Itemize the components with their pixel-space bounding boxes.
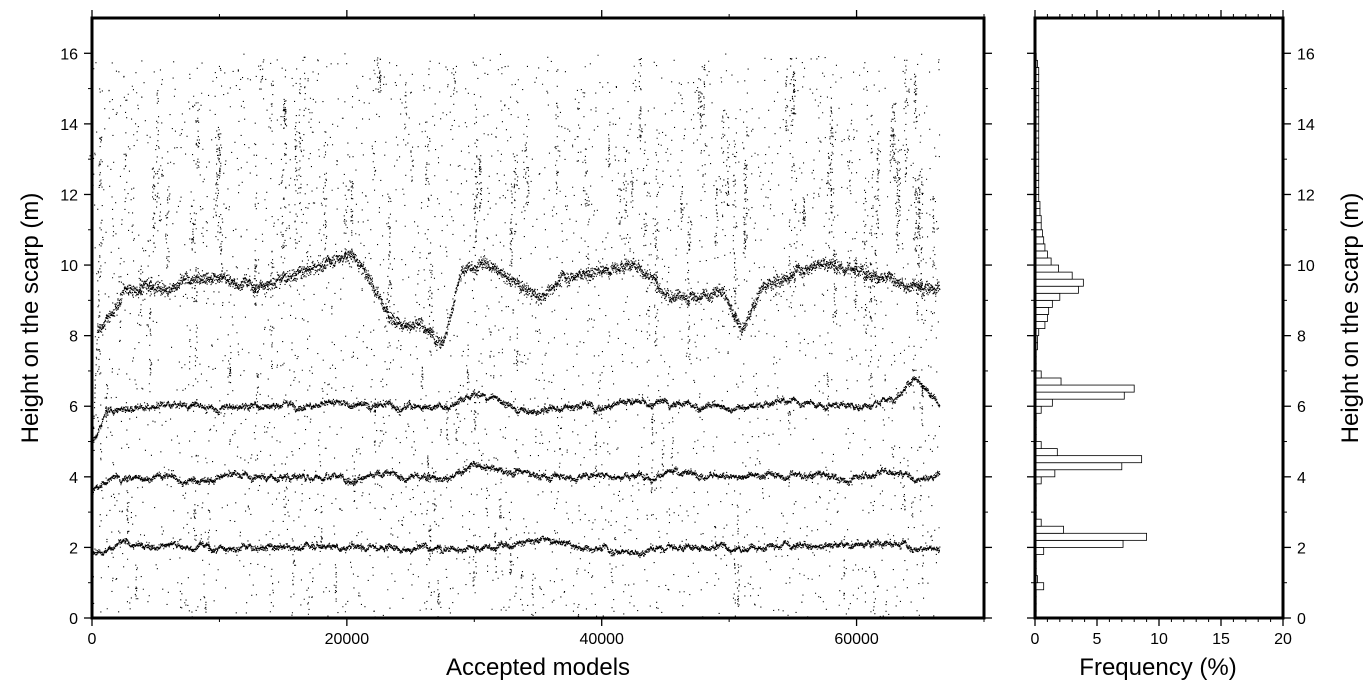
scatter-points <box>89 53 941 620</box>
hist-y-tick-label: 4 <box>1297 470 1306 487</box>
histogram-bar <box>1034 250 1048 259</box>
hist-y-tick-label: 16 <box>1297 46 1315 63</box>
trace-y-ticks: 0 2 4 6 8 10 12 14 16 <box>60 46 992 628</box>
histogram-bar <box>1034 532 1147 541</box>
histogram-bar <box>1034 462 1123 471</box>
hist-x-tick-label: 10 <box>1150 631 1168 648</box>
hist-y-tick-label: 0 <box>1297 611 1306 628</box>
hist-x-tick-label: 20 <box>1274 631 1292 648</box>
histogram-bar <box>1034 391 1125 400</box>
hist-x-tick-label: 15 <box>1212 631 1230 648</box>
histogram-bar <box>1034 264 1059 273</box>
histogram-bar <box>1034 307 1050 315</box>
histogram-bar <box>1034 398 1053 407</box>
x-tick-label: 20000 <box>325 631 370 648</box>
hist-y-tick-label: 2 <box>1297 540 1306 557</box>
histogram-bar <box>1034 377 1062 386</box>
y-tick-label: 6 <box>69 399 78 416</box>
histogram-bar <box>1034 469 1056 478</box>
histogram-bar <box>1034 384 1135 393</box>
trace-points <box>89 53 941 620</box>
histogram-bar <box>1034 278 1084 287</box>
hist-x-tick-label: 0 <box>1031 631 1040 648</box>
hist-y-tick-label: 14 <box>1297 117 1315 134</box>
histogram-bar <box>1034 285 1079 294</box>
hist-y-tick-label: 6 <box>1297 399 1306 416</box>
histogram-y-axis-title: Height on the scarp (m) <box>1337 193 1364 444</box>
trace-plot-frame <box>90 16 986 620</box>
hist-x-tick-label: 5 <box>1093 631 1102 648</box>
histogram-bar <box>1034 271 1073 280</box>
x-tick-label: 60000 <box>834 631 879 648</box>
histogram-plot: 0 5 10 15 20 0 2 4 6 8 10 12 14 16 Frequency (%) Hei… <box>1027 10 1364 681</box>
histogram-y-ticks: 0 2 4 6 8 10 12 14 16 <box>1027 46 1315 628</box>
y-tick-label: 14 <box>60 117 78 134</box>
x-tick-label: 0 <box>88 631 97 648</box>
histogram-bar <box>1034 299 1053 308</box>
trace-x-ticks: 0 20000 40000 60000 <box>88 10 985 648</box>
hist-y-tick-label: 10 <box>1297 258 1315 275</box>
y-tick-label: 16 <box>60 46 78 63</box>
histogram-bar <box>1034 539 1124 548</box>
histogram-bar <box>1034 455 1143 464</box>
hist-y-tick-label: 12 <box>1297 187 1315 204</box>
y-tick-label: 10 <box>60 258 78 275</box>
x-tick-label: 40000 <box>579 631 624 648</box>
y-tick-label: 8 <box>69 329 78 346</box>
histogram-bar <box>1034 292 1061 301</box>
y-tick-label: 4 <box>69 470 78 487</box>
histogram-x-ticks: 0 5 10 15 20 <box>1031 10 1292 648</box>
histogram-bar <box>1034 314 1048 322</box>
trace-x-axis-title: Accepted models <box>446 654 630 681</box>
y-tick-label: 12 <box>60 187 78 204</box>
y-tick-label: 0 <box>69 611 78 628</box>
histogram-bar <box>1034 448 1058 457</box>
histogram-bar <box>1034 257 1052 266</box>
trace-y-axis-title: Height on the scarp (m) <box>17 193 44 444</box>
histogram-x-axis-title: Frequency (%) <box>1079 654 1236 681</box>
histogram-bar <box>1034 525 1064 534</box>
hist-y-tick-label: 8 <box>1297 329 1306 346</box>
y-tick-label: 2 <box>69 540 78 557</box>
